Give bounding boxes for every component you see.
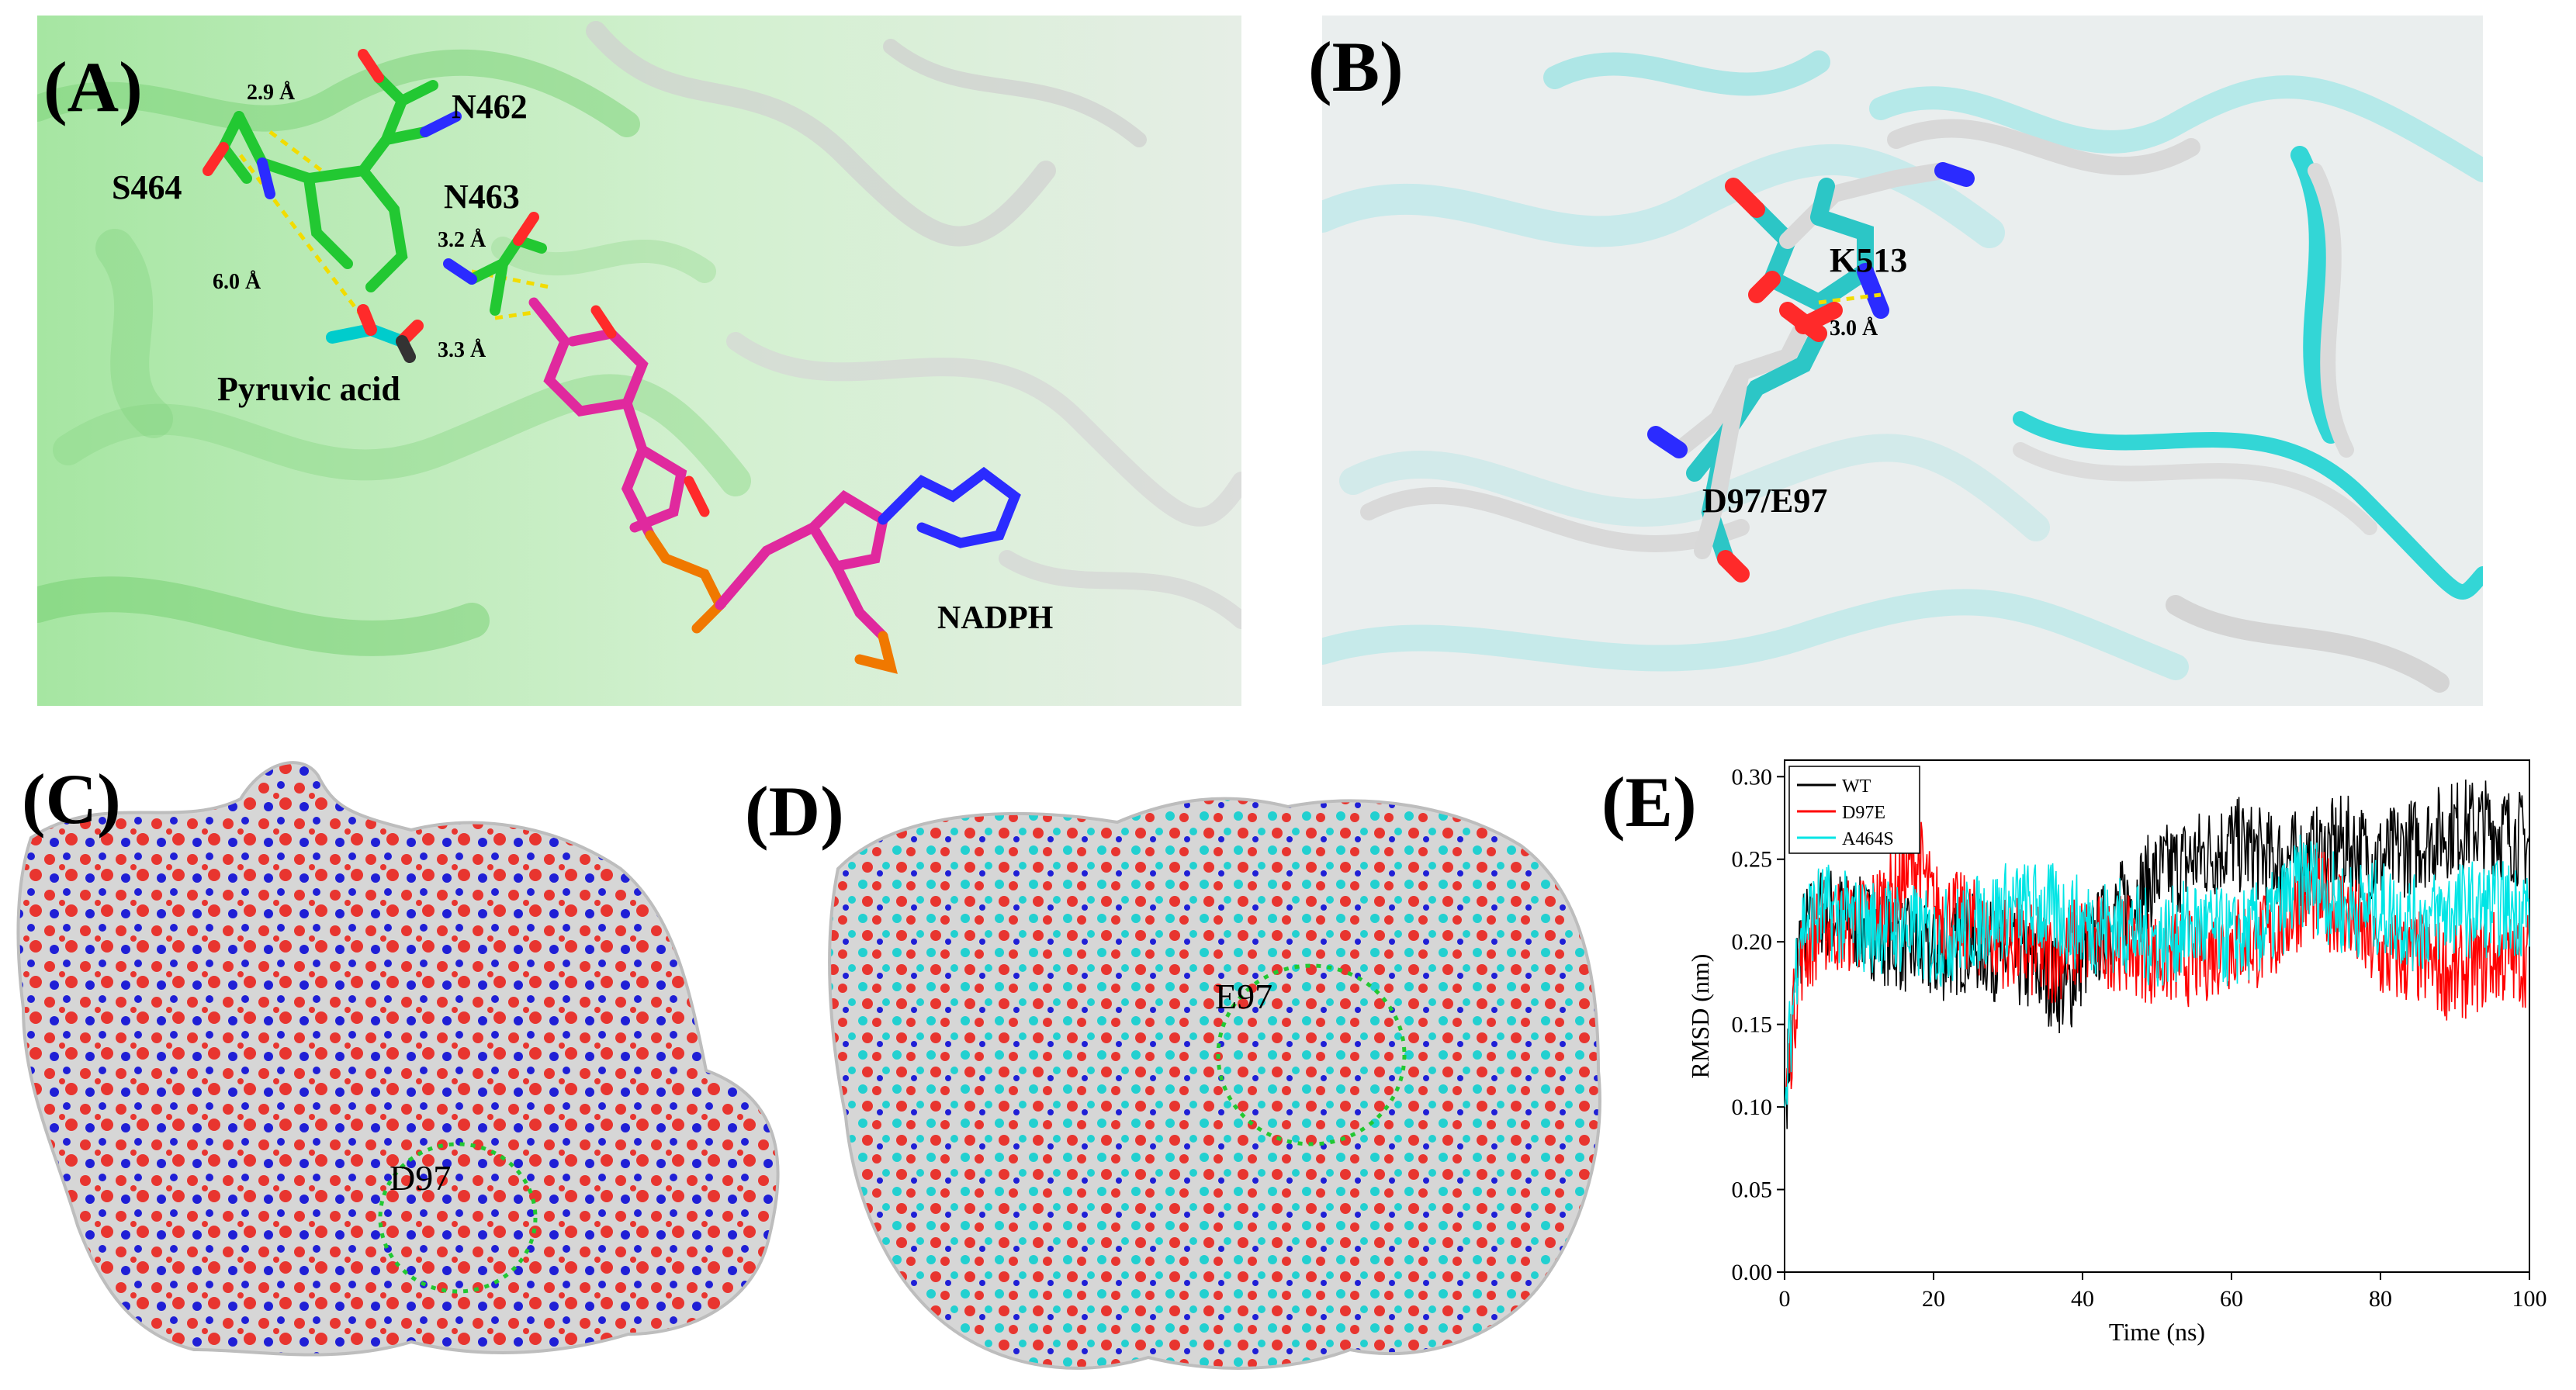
panel-label-d: (D) [745, 772, 844, 851]
y-tick-label: 0.05 [1732, 1177, 1773, 1203]
label-nadph: NADPH [937, 600, 1053, 636]
panel-b-structure: K513 D97/E97 3.0 Å [1322, 16, 2483, 706]
panel-label-c: (C) [22, 759, 121, 838]
residue-sticks [203, 49, 547, 316]
legend-label-d97e: D97E [1842, 803, 1885, 823]
y-tick-label: 0.10 [1732, 1094, 1773, 1120]
label-pyruvic-acid: Pyruvic acid [217, 370, 400, 408]
series-line-wt [1784, 779, 2530, 1129]
superposed-ribbons [1322, 50, 2483, 693]
panel-label-e: (E) [1601, 762, 1697, 842]
protein-ribbons [37, 21, 1241, 656]
x-tick-label: 0 [1779, 1286, 1791, 1312]
y-tick-label: 0.20 [1732, 929, 1773, 955]
label-s464: S464 [112, 168, 182, 206]
label-k513: K513 [1830, 241, 1907, 279]
hbond-k513 [1818, 292, 1882, 305]
series-line-a464s [1784, 835, 2530, 1108]
x-tick-label: 60 [2220, 1286, 2243, 1312]
panel-label-a: (A) [43, 47, 143, 126]
label-n462: N462 [452, 88, 528, 126]
y-axis-label: RMSD (nm) [1691, 954, 1714, 1079]
d97-e97-sticks [1647, 302, 1843, 583]
site-circle-d97 [378, 1142, 538, 1294]
panel-label-b: (B) [1308, 27, 1404, 106]
site-circle-e97 [1216, 963, 1407, 1146]
distance-3-0: 3.0 Å [1830, 316, 1878, 341]
panel-d-surface: E97 [828, 797, 1601, 1370]
label-e97-site: E97 [1215, 977, 1272, 1016]
distance-6-0: 6.0 Å [213, 270, 261, 294]
y-tick-label: 0.00 [1732, 1260, 1773, 1285]
pyruvic-acid-sticks [326, 304, 424, 363]
nadph-sticks [528, 297, 1021, 674]
distance-2-9: 2.9 Å [247, 81, 296, 105]
x-axis-label: Time (ns) [2109, 1318, 2205, 1346]
panel-c: D97 [8, 745, 815, 1388]
panel-d: E97 [822, 776, 1637, 1388]
protein-surface-mutant [828, 797, 1601, 1370]
panel-a: NADPH N462 S464 N463 Pyruvic acid 2.9 Å … [37, 16, 1241, 706]
y-tick-label: 0.30 [1732, 764, 1773, 790]
label-d97-site: D97 [390, 1158, 451, 1198]
panel-a-structure: NADPH N462 S464 N463 Pyruvic acid 2.9 Å … [37, 16, 1241, 706]
label-n463: N463 [444, 178, 520, 216]
x-tick-label: 100 [2512, 1286, 2547, 1312]
distance-3-2: 3.2 Å [438, 228, 486, 252]
panel-b: K513 D97/E97 3.0 Å [1322, 16, 2483, 706]
legend-label-wt: WT [1842, 776, 1871, 797]
legend-box [1788, 766, 1920, 854]
protein-surface-wt [16, 761, 780, 1357]
rmsd-chart: 0 20 40 60 80 100 0.00 0.05 0.10 0.15 0.20 0.25 0.30… [1691, 759, 2547, 1346]
x-tick-label: 40 [2071, 1286, 2094, 1312]
y-tick-label: 0.25 [1732, 847, 1773, 873]
label-d97-e97: D97/E97 [1702, 482, 1827, 520]
panel-c-surface: D97 [16, 761, 780, 1357]
y-tick-label: 0.15 [1732, 1012, 1773, 1038]
distance-3-3: 3.3 Å [438, 338, 486, 362]
panel-e: 0 20 40 60 80 100 0.00 0.05 0.10 0.15 0.20 0.25 0.30… [1691, 745, 2576, 1390]
legend-label-a464s: A464S [1842, 829, 1894, 849]
x-tick-label: 20 [1922, 1286, 1945, 1312]
x-tick-label: 80 [2369, 1286, 2392, 1312]
